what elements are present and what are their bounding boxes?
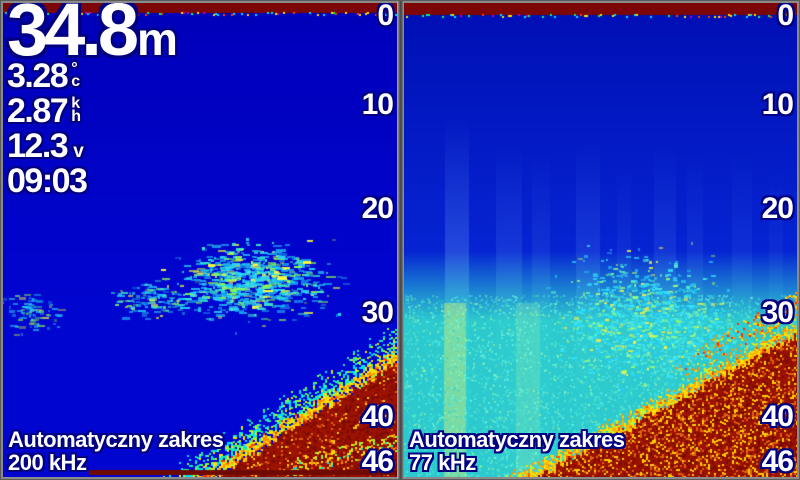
sonar-image-77khz	[404, 3, 797, 477]
depth-tick: 46	[761, 445, 794, 477]
depth-tick: 20	[361, 192, 394, 225]
depth-tick: 10	[761, 88, 794, 121]
panel-divider	[397, 0, 404, 480]
depth-tick: 40	[361, 400, 394, 433]
sonar-image-200khz	[3, 3, 397, 477]
frequency-label: 77 kHz	[409, 450, 476, 475]
frequency-label: 200 kHz	[8, 450, 87, 475]
depth-tick: 10	[361, 88, 394, 121]
range-info-200khz: Automatyczny zakres 200 kHz	[8, 427, 224, 475]
depth-tick: 0	[377, 3, 394, 32]
range-mode-label: Automatyczny zakres	[8, 427, 224, 452]
sonar-panel-200khz[interactable]: 34.8m 3.28 ° c 2.87 k h 12.3 v 09:03 Automaty…	[3, 3, 397, 477]
depth-tick: 20	[761, 192, 794, 225]
sonar-panel-77khz[interactable]: Automatyczny zakres 77 kHz 0 10 20 30 40 46	[404, 3, 797, 477]
depth-tick: 30	[761, 296, 794, 329]
range-mode-label: Automatyczny zakres	[409, 427, 625, 452]
range-info-77khz: Automatyczny zakres 77 kHz	[409, 427, 625, 475]
depth-tick: 30	[361, 296, 394, 329]
depth-tick: 0	[777, 3, 794, 32]
depth-tick: 40	[761, 400, 794, 433]
depth-tick: 46	[361, 445, 394, 477]
